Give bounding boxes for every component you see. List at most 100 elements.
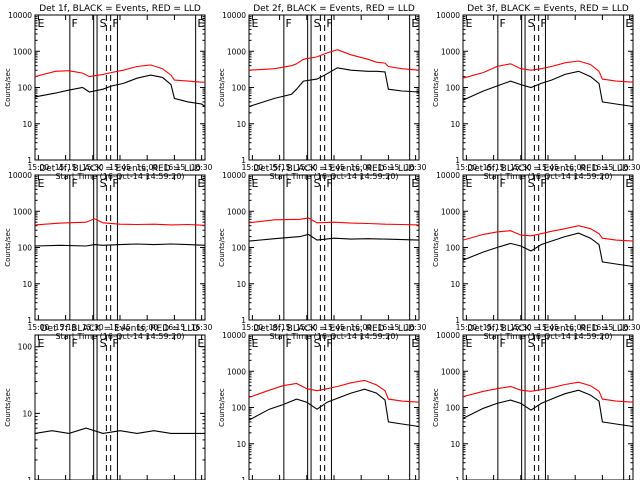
y-tick-label: 100 <box>18 244 33 253</box>
x-tick-label: 16:15 <box>592 323 614 332</box>
mode-marker-label: E <box>625 17 632 30</box>
mode-marker-label: E <box>466 337 473 350</box>
mode-marker-label: E <box>411 337 418 350</box>
y-axis-label: Counts/sec <box>4 388 12 427</box>
series-line <box>248 379 420 403</box>
x-tick-label: 15:15 <box>483 163 505 172</box>
mode-marker-label: S <box>100 337 107 350</box>
y-tick-label: 1000 <box>227 207 246 216</box>
plot-frame <box>34 174 206 321</box>
mode-marker-label: E <box>625 337 632 350</box>
series-line <box>462 225 634 242</box>
y-axis-label: Counts/sec <box>432 68 440 107</box>
mode-marker-label: F <box>500 177 506 190</box>
series-line <box>34 218 206 226</box>
y-tick-label: 1000 <box>227 47 246 56</box>
mode-marker-label: E <box>252 337 259 350</box>
chart-panel: Det 4f, BLACK = Events, RED = LLD 1 10 100 1… <box>4 164 213 341</box>
y-tick-label: 10 <box>450 280 460 289</box>
x-tick-label: 15:30 <box>82 163 104 172</box>
series-line <box>248 67 420 108</box>
chart-panel: Det 5f, BLACK = Events, RED = LLD 1 10 100 1… <box>218 164 427 341</box>
plot-frame <box>462 14 634 161</box>
y-axis-label: Counts/sec <box>218 388 226 427</box>
y-tick-label: 1 <box>27 476 32 480</box>
series-line <box>462 232 634 268</box>
y-axis-label: Counts/sec <box>218 228 226 267</box>
series-line <box>462 381 634 403</box>
mode-marker-label: S <box>528 177 535 190</box>
mode-marker-label: F <box>540 177 546 190</box>
y-tick-label: 1000 <box>13 207 32 216</box>
x-tick-label: 16:30 <box>619 323 640 332</box>
x-tick-label: 15:15 <box>269 323 291 332</box>
x-tick-label: 15:45 <box>537 163 559 172</box>
chart-panel: Det 1f, BLACK = Events, RED = LLD 1 10 100 1… <box>4 4 213 181</box>
mode-marker-label: S <box>100 177 107 190</box>
y-tick-label: 10 <box>236 280 246 289</box>
series-line <box>248 388 420 428</box>
y-tick-label: 1 <box>241 156 246 165</box>
chart-panel: Det 2f, BLACK = Events, RED = LLD 1 10 100 1… <box>218 4 427 181</box>
mode-marker-label: F <box>326 337 332 350</box>
x-tick-label: 16:15 <box>378 163 400 172</box>
y-tick-label: 10 <box>22 409 32 418</box>
x-tick-label: 16:30 <box>619 163 640 172</box>
mode-marker-label: F <box>500 17 506 30</box>
y-tick-label: 100 <box>232 244 247 253</box>
chart-title: Det 3f, BLACK = Events, RED = LLD <box>467 4 629 14</box>
y-tick-label: 1 <box>455 476 460 480</box>
chart-title: Det 9f, BLACK = Events, RED = LLD <box>467 324 629 334</box>
mode-marker-label: F <box>540 337 546 350</box>
x-tick-label: 16:30 <box>405 323 427 332</box>
x-tick-label: 16:15 <box>592 163 614 172</box>
series-line <box>462 60 634 83</box>
y-axis-label: Counts/sec <box>218 68 226 107</box>
mode-marker-label: F <box>540 17 546 30</box>
x-tick-label: 15:00 <box>28 163 50 172</box>
series-line <box>248 49 420 71</box>
chart-title: Det 7f BLACK = Events, RED = LLD <box>41 324 200 334</box>
chart-panel: Det 6f, BLACK = Events, RED = LLD 1 10 100 1… <box>432 164 640 341</box>
y-tick-label: 10000 <box>8 11 32 20</box>
y-tick-label: 10 <box>450 120 460 129</box>
y-axis-label: Counts/sec <box>432 228 440 267</box>
mode-marker-label: F <box>112 337 118 350</box>
mode-marker-label: E <box>38 17 45 30</box>
mode-marker-label: S <box>314 177 321 190</box>
x-tick-label: 16:30 <box>405 163 427 172</box>
mode-marker-label: F <box>112 177 118 190</box>
x-tick-label: 15:30 <box>82 323 104 332</box>
y-tick-label: 1 <box>27 316 32 325</box>
y-tick-label: 1000 <box>441 207 460 216</box>
y-tick-label: 10000 <box>222 11 246 20</box>
x-tick-label: 15:00 <box>456 323 478 332</box>
y-tick-label: 1 <box>241 476 246 480</box>
chart-title: Det 6f, BLACK = Events, RED = LLD <box>467 164 629 174</box>
mode-marker-label: E <box>411 17 418 30</box>
mode-marker-label: S <box>314 17 321 30</box>
mode-marker-label: S <box>528 337 535 350</box>
x-tick-label: 15:30 <box>510 163 532 172</box>
chart-title: Det 1f, BLACK = Events, RED = LLD <box>39 4 201 14</box>
y-axis-label: Counts/sec <box>4 68 12 107</box>
series-line <box>248 217 420 226</box>
y-tick-label: 1000 <box>227 367 246 376</box>
y-tick-label: 10000 <box>436 171 460 180</box>
x-tick-label: 15:30 <box>296 323 318 332</box>
y-tick-label: 100 <box>232 404 247 413</box>
y-tick-label: 1 <box>241 316 246 325</box>
plot-frame <box>248 174 420 321</box>
plot-frame <box>462 334 634 480</box>
mode-marker-label: F <box>286 177 292 190</box>
x-tick-label: 15:45 <box>323 163 345 172</box>
x-tick-label: 15:45 <box>537 323 559 332</box>
y-tick-label: 1000 <box>441 367 460 376</box>
mode-marker-label: E <box>38 337 45 350</box>
x-tick-label: 16:00 <box>136 163 158 172</box>
x-tick-label: 15:15 <box>55 163 77 172</box>
mode-marker-label: E <box>252 17 259 30</box>
series-line <box>34 74 206 107</box>
chart-title: Det 4f, BLACK = Events, RED = LLD <box>39 164 201 174</box>
x-tick-label: 16:00 <box>350 163 372 172</box>
